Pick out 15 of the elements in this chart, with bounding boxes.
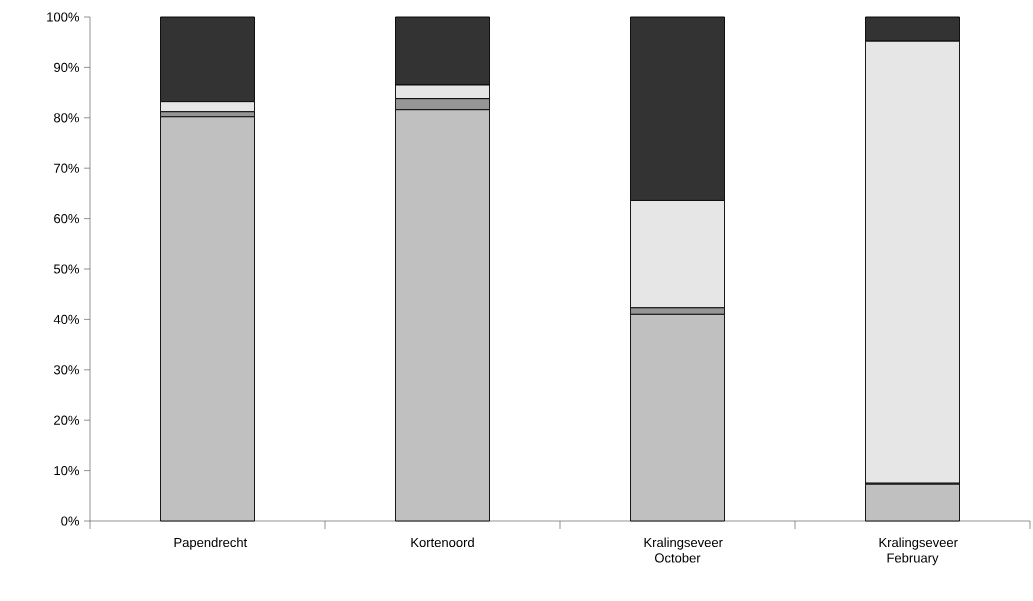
x-tick-label: Kortenoord bbox=[411, 537, 474, 548]
y-tick-label: 40% bbox=[53, 314, 79, 324]
y-tick-label: 80% bbox=[54, 113, 79, 123]
y-tick-label: 60% bbox=[54, 213, 79, 224]
y-tick-label: 70% bbox=[54, 163, 79, 173]
y-tick-label: 30% bbox=[53, 365, 79, 375]
y-tick-label: 10% bbox=[54, 466, 79, 476]
y-tick-label: 90% bbox=[54, 62, 79, 72]
y-tick-label: 20% bbox=[54, 415, 79, 425]
x-tick-label: Papendrecht bbox=[174, 537, 248, 550]
y-tick-label: 100% bbox=[47, 12, 79, 22]
y-tick-label: 0% bbox=[61, 516, 79, 526]
y-tick-label: 50% bbox=[53, 264, 79, 274]
x-tick-label: Kralingseveer October bbox=[644, 537, 723, 563]
x-tick-label: Kralingseveer February bbox=[879, 537, 958, 566]
